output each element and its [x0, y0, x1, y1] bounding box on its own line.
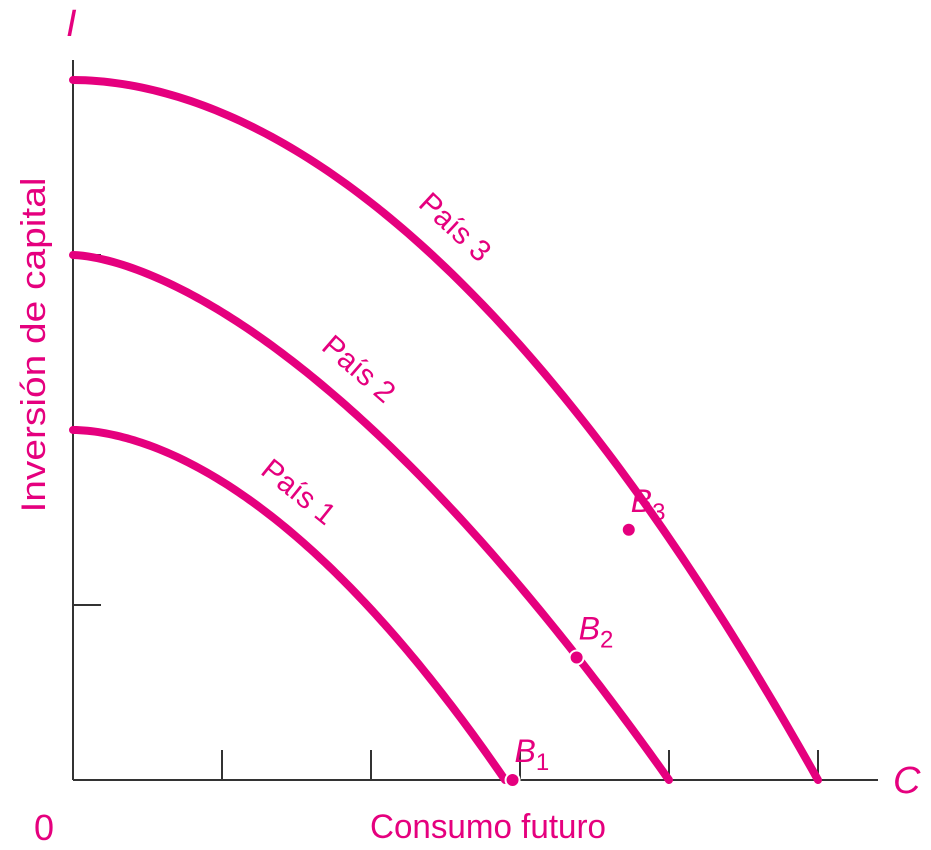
- series-label-pais-1: País 1: [255, 453, 342, 532]
- x-axis-letter: C: [893, 760, 921, 802]
- series-label-pais-3: País 3: [412, 187, 497, 269]
- series-label-pais-2: País 2: [316, 329, 402, 410]
- point-label-b1: B1: [515, 733, 550, 776]
- x-axis-label: Consumo futuro: [370, 808, 606, 845]
- curve-pais-3: [69, 76, 822, 784]
- y-axis-letter: I: [66, 3, 77, 45]
- curve-pais-2: [69, 251, 673, 784]
- point-b3: [620, 521, 637, 538]
- curves: [69, 76, 822, 788]
- point-label-b2: B2: [579, 611, 614, 654]
- origin-label: 0: [34, 807, 54, 845]
- y-axis-label: Inversión de capital: [15, 178, 53, 513]
- curve-pais-1: [69, 426, 510, 784]
- point-b1: [504, 772, 521, 788]
- point-label-b3: B3: [631, 483, 666, 526]
- point-b2: [568, 649, 585, 666]
